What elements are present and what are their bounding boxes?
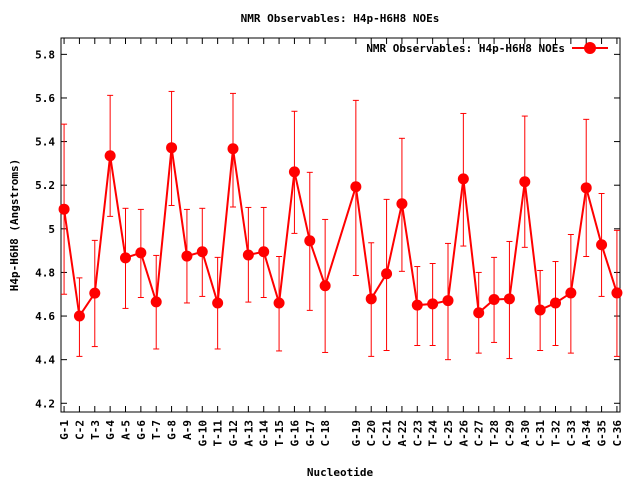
y-tick-label: 4.4 [35,354,55,367]
data-point [503,293,515,305]
data-point [427,298,439,310]
data-point [365,293,377,305]
chart-title: NMR Observables: H4p-H6H8 NOEs [241,12,440,25]
data-point [181,250,193,262]
x-tick-label: G-1 [58,420,71,440]
y-axis: 4.2 4.4 4.6 4.8 5 5.2 5.4 5.6 5.8 [35,48,620,410]
data-point [242,249,254,261]
data-point [550,297,561,309]
legend: NMR Observables: H4p-H6H8 NOEs [366,42,608,55]
data-point [488,293,500,305]
data-point [166,142,178,154]
x-tick-label: A-26 [457,420,470,447]
x-tick-label: C-18 [319,420,332,447]
x-tick-label: G-16 [288,420,301,447]
data-point [304,235,316,247]
legend-marker [584,42,596,54]
y-tick-label: 5.6 [35,92,55,105]
x-tick-label: C-25 [442,420,455,447]
data-point [442,295,454,307]
data-point [73,310,85,322]
data-point [381,268,393,280]
data-point [519,176,531,188]
data-point [104,150,116,162]
data-point [534,304,546,316]
x-axis: G-1 C-2 T-3 G-4 A-5 G-6 T-7 G-8 A-9 G-10 T-11 G-12 A… [58,38,624,447]
x-tick-label: G-19 [350,420,363,447]
data-point [273,297,285,309]
data-point [258,246,270,258]
y-tick-label: 5 [48,223,55,236]
x-tick-label: T-15 [273,420,286,447]
data-point [580,182,592,194]
x-tick-label: C-31 [534,420,547,447]
x-tick-label: C-29 [503,420,516,447]
data-point [457,173,469,185]
plot-frame [60,37,621,413]
x-tick-label: T-32 [550,420,563,447]
data-point [411,299,423,311]
data-point [396,198,408,210]
x-tick-label: T-3 [89,420,102,440]
data-point [473,307,485,319]
x-tick-label: C-27 [473,420,486,447]
y-tick-label: 5.8 [35,48,55,61]
data-point [611,287,623,299]
x-tick-label: A-22 [396,420,409,447]
x-tick-label: C-20 [365,420,378,447]
x-tick-label: T-7 [150,420,163,440]
y-tick-label: 4.6 [35,310,55,323]
x-tick-label: G-6 [135,420,148,440]
y-tick-label: 5.2 [35,179,55,192]
x-tick-label: G-12 [227,420,240,447]
data-point [150,296,162,308]
x-tick-label: T-11 [212,420,225,447]
data-series [58,90,623,361]
x-tick-label: C-33 [565,420,578,447]
series-line [63,147,618,319]
data-point [350,181,362,193]
x-tick-label: G-35 [596,420,609,447]
x-tick-label: G-10 [196,420,209,447]
data-point [120,252,131,264]
x-tick-label: G-17 [304,420,317,447]
y-tick-label: 4.8 [35,266,55,279]
x-tick-label: C-23 [411,420,424,447]
x-tick-label: A-9 [181,420,194,440]
x-tick-label: G-14 [258,420,271,447]
x-tick-label: A-34 [580,420,593,447]
data-point [89,287,101,299]
y-axis-label: H4p-H6H8 (Angstroms) [8,159,21,291]
x-tick-label: A-30 [519,420,532,447]
x-tick-label: C-36 [611,420,624,447]
data-point [319,280,331,292]
x-axis-label: Nucleotide [307,466,374,479]
data-point [288,166,300,178]
legend-label: NMR Observables: H4p-H6H8 NOEs [366,42,565,55]
data-point [565,287,577,299]
y-tick-label: 4.2 [35,397,55,410]
data-point [212,297,224,309]
x-tick-label: C-2 [73,420,86,440]
x-tick-label: T-24 [427,420,440,447]
x-tick-label: A-5 [120,420,133,440]
data-point [227,143,239,155]
x-tick-label: T-28 [488,420,501,447]
x-tick-label: C-21 [381,420,394,447]
data-point [58,203,70,215]
x-tick-label: G-4 [104,420,117,440]
x-tick-label: G-8 [166,420,179,440]
data-point [196,246,208,258]
data-point [596,239,608,251]
data-point [135,247,147,259]
y-tick-label: 5.4 [35,136,55,149]
x-tick-label: A-13 [242,420,255,447]
